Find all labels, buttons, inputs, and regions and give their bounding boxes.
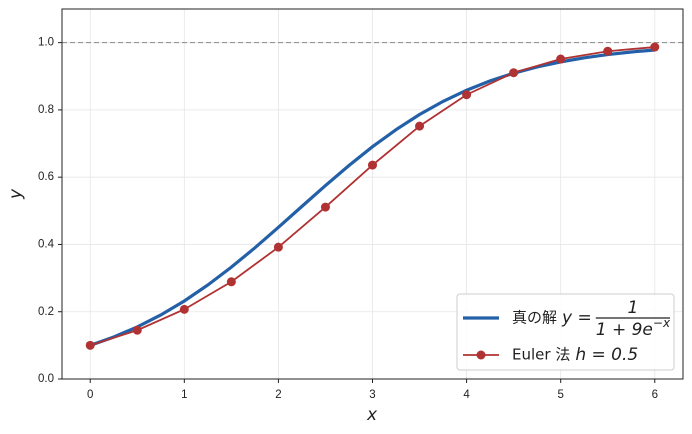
marker — [462, 90, 472, 100]
marker — [132, 325, 142, 335]
x-tick-label: 5 — [557, 389, 563, 401]
y-tick-label: 1.0 — [38, 37, 54, 49]
marker — [368, 160, 377, 170]
y-tick-label: 0.2 — [38, 306, 54, 318]
y-axis-label: y — [6, 188, 26, 200]
x-tick-label: 4 — [463, 389, 470, 401]
marker — [273, 242, 283, 252]
marker — [603, 46, 613, 56]
y-tick-label: 0.4 — [38, 238, 55, 250]
legend-math: y = — [561, 308, 592, 328]
marker — [179, 304, 189, 314]
x-tick-label: 2 — [275, 389, 281, 401]
x-axis-label: x — [366, 405, 378, 425]
legend-label: Euler 法 — [512, 346, 570, 364]
legend-label: 真の解 — [512, 309, 557, 327]
y-tick-label: 0.0 — [38, 373, 54, 385]
marker — [85, 340, 95, 350]
marker — [556, 54, 566, 64]
y-tick-label: 0.8 — [38, 104, 54, 116]
x-tick-label: 1 — [181, 389, 187, 401]
x-tick-label: 0 — [87, 389, 93, 401]
marker — [415, 121, 425, 131]
marker — [226, 277, 236, 287]
marker — [650, 42, 660, 52]
legend-box — [456, 293, 675, 371]
legend-marker — [476, 350, 486, 360]
legend-math-exponent: −x — [653, 316, 671, 330]
legend-math: h = 0.5 — [575, 345, 638, 365]
marker — [509, 68, 519, 78]
legend-math-numerator: 1 — [627, 298, 638, 318]
x-tick-label: 3 — [369, 389, 375, 401]
marker — [320, 202, 330, 212]
legend-math-base: 1 + 9e — [596, 320, 653, 340]
legend-math-denominator: 1 + 9e−x — [596, 316, 671, 341]
y-tick-label: 0.6 — [38, 171, 54, 183]
x-tick-label: 6 — [652, 389, 658, 401]
plot-frame — [61, 8, 684, 380]
